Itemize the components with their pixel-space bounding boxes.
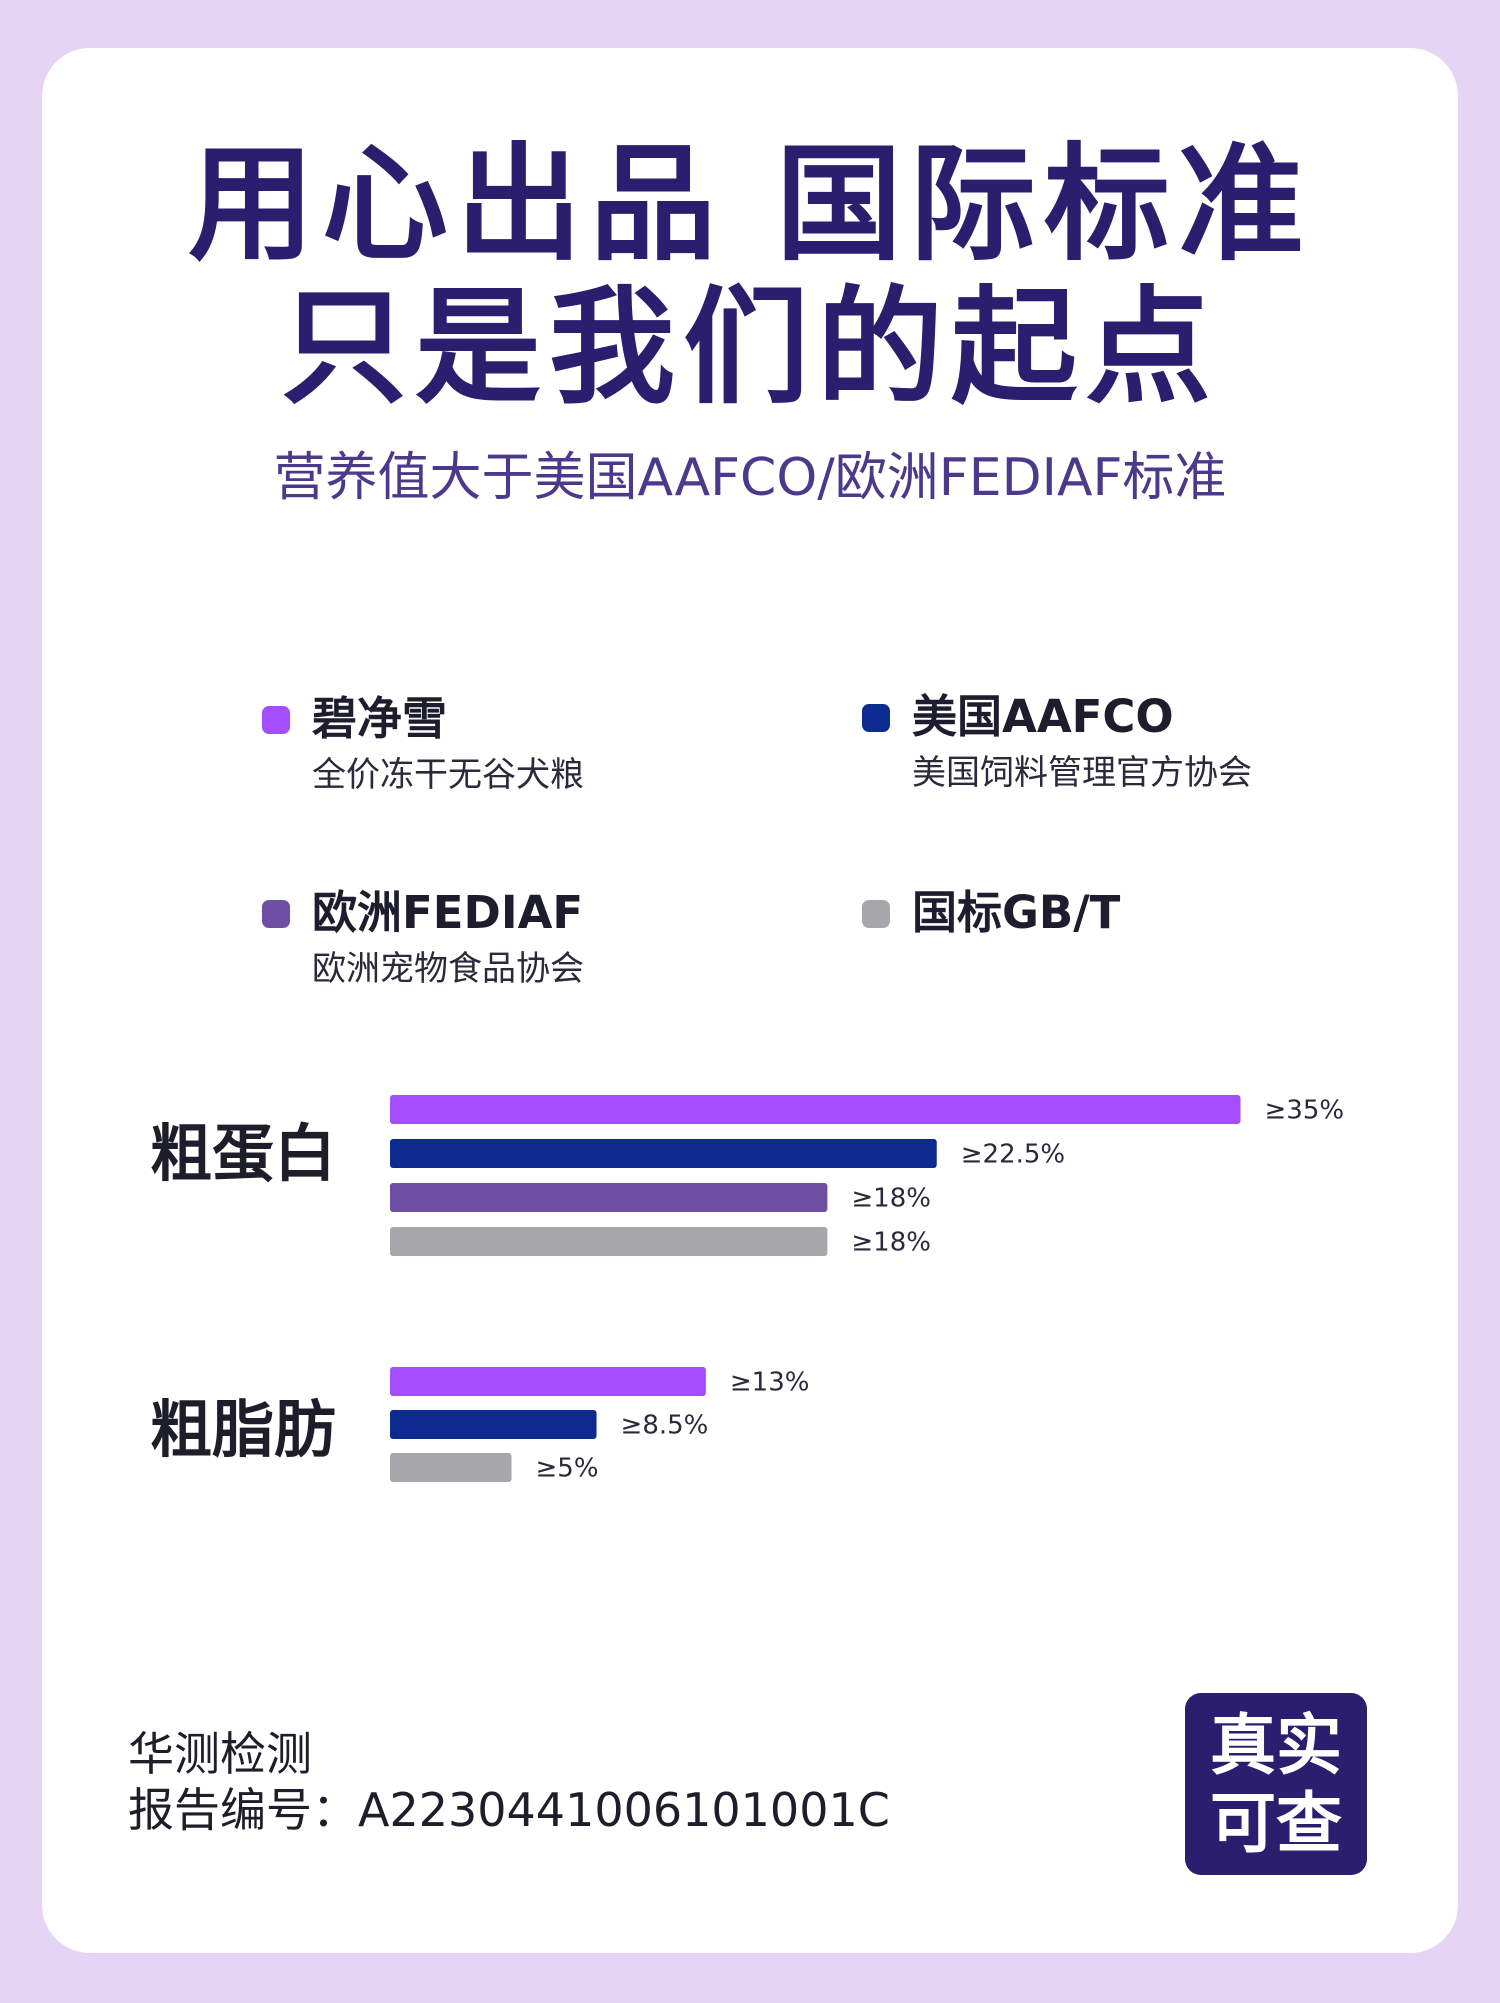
page-title-line2: 只是我们的起点 [281,274,1219,421]
badge-line2: 可查 [1210,1785,1342,1862]
data-label-crude-protein-series-3: ≥18% [851,1228,931,1258]
data-label-crude-fat-series-3: ≥5% [536,1454,599,1484]
legend-label: 欧洲FEDIAF [312,886,584,939]
legend-description: 美国饲料管理官方协会 [912,753,1252,793]
content-card [42,48,1458,1953]
bar-crude-fat-series-0 [390,1367,706,1396]
page-subtitle: 营养值大于美国AAFCO/欧洲FEDIAF标准 [273,448,1227,508]
bar-crude-protein-series-0 [390,1095,1241,1124]
bar-crude-fat-series-1 [390,1410,597,1439]
data-label-crude-protein-series-1: ≥22.5% [961,1140,1065,1170]
bar-crude-fat-series-3 [390,1453,512,1482]
legend-swatch [862,704,890,732]
legend-swatch [862,900,890,928]
legend-label: 美国AAFCO [912,690,1174,743]
data-label-crude-protein-series-2: ≥18% [851,1184,931,1214]
legend-swatch [262,706,290,734]
page-title-line1: 用心出品 国际标准 [188,131,1312,278]
bar-crude-protein-series-2 [390,1183,828,1212]
report-lab-name: 华测检测 [128,1727,312,1781]
category-label-crude-protein: 粗蛋白 [150,1117,337,1190]
data-label-crude-fat-series-1: ≥8.5% [621,1411,709,1441]
data-label-crude-fat-series-0: ≥13% [730,1368,810,1398]
legend-label: 碧净雪 [312,692,448,745]
legend-label: 国标GB/T [912,886,1121,939]
legend-swatch [262,900,290,928]
legend-description: 欧洲宠物食品协会 [312,949,584,989]
bar-crude-protein-series-3 [390,1227,828,1256]
verified-badge: 真实 可查 [1185,1693,1367,1875]
category-label-crude-fat: 粗脂肪 [150,1393,337,1466]
bar-crude-protein-series-1 [390,1139,937,1168]
legend-description: 全价冻干无谷犬粮 [312,755,584,795]
badge-line1: 真实 [1210,1707,1342,1784]
report-number: 报告编号：A2230441006101001C [128,1783,890,1837]
data-label-crude-protein-series-0: ≥35% [1265,1096,1345,1126]
